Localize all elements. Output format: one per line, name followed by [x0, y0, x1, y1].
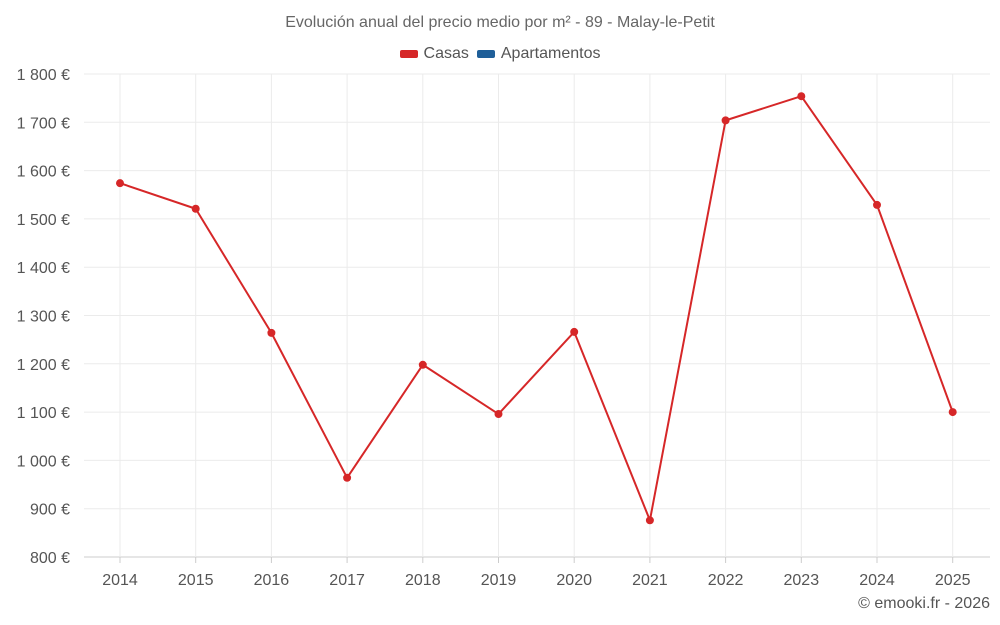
x-tick-label: 2019 [481, 572, 517, 589]
y-tick-label: 1 000 € [17, 453, 70, 470]
data-point-casas-2024 [873, 200, 881, 209]
data-point-casas-2025 [948, 408, 957, 417]
legend-swatch-apartamentos [476, 50, 495, 58]
x-tick-label: 2022 [708, 572, 744, 589]
y-tick-label: 1 600 € [17, 164, 70, 181]
x-tick-label: 2014 [102, 572, 138, 589]
grid-layer [84, 73, 990, 558]
data-point-casas-2021 [645, 516, 654, 525]
y-tick-label: 1 100 € [17, 405, 70, 422]
x-tick-label: 2016 [254, 572, 290, 589]
x-tick-label: 2017 [329, 572, 365, 589]
data-point-casas-2023 [797, 92, 806, 101]
y-tick-label: 1 500 € [17, 212, 70, 229]
x-tick-label: 2020 [556, 572, 592, 589]
x-tick-label: 2015 [178, 572, 214, 589]
legend-swatch-casas [399, 50, 418, 58]
data-point-casas-2017 [343, 473, 352, 482]
series-line-casas [119, 95, 954, 522]
y-tick-label: 1 300 € [17, 309, 70, 326]
credit-text: © emooki.fr - 2026 [858, 595, 990, 612]
chart-title: Evolución anual del precio medio por m² … [285, 14, 715, 31]
x-tick-label: 2025 [935, 572, 971, 589]
legend-label-apartamentos: Apartamentos [500, 45, 601, 62]
y-tick-label: 1 700 € [17, 115, 70, 132]
axis-layer: 800 € 900 € 1 000 € 1 100 € 1 200 € 1 300 € 1 … [17, 67, 971, 589]
x-tick-label: 2023 [784, 572, 820, 589]
series-layer [116, 92, 957, 525]
x-tick-label: 2024 [859, 572, 895, 589]
data-point-casas-2016 [267, 328, 276, 337]
y-tick-label: 1 200 € [17, 357, 70, 374]
x-tick-label: 2018 [405, 572, 441, 589]
y-tick-label: 1 800 € [17, 67, 70, 84]
data-point-casas-2022 [721, 116, 730, 125]
data-point-casas-2014 [116, 179, 124, 188]
y-tick-label: 1 400 € [17, 260, 70, 277]
data-point-casas-2020 [570, 327, 579, 336]
legend-label-casas: Casas [423, 45, 469, 62]
data-point-casas-2019 [494, 410, 503, 419]
legend: Casas Apartamentos [0, 45, 1000, 63]
data-point-casas-2018 [418, 360, 427, 369]
data-point-casas-2015 [191, 204, 200, 213]
y-tick-label: 800 € [30, 550, 70, 567]
legend-item-casas[interactable]: Casas [399, 45, 469, 63]
x-tick-label: 2021 [632, 572, 668, 589]
legend-item-apartamentos[interactable]: Apartamentos [476, 45, 601, 63]
y-tick-label: 900 € [30, 502, 70, 519]
